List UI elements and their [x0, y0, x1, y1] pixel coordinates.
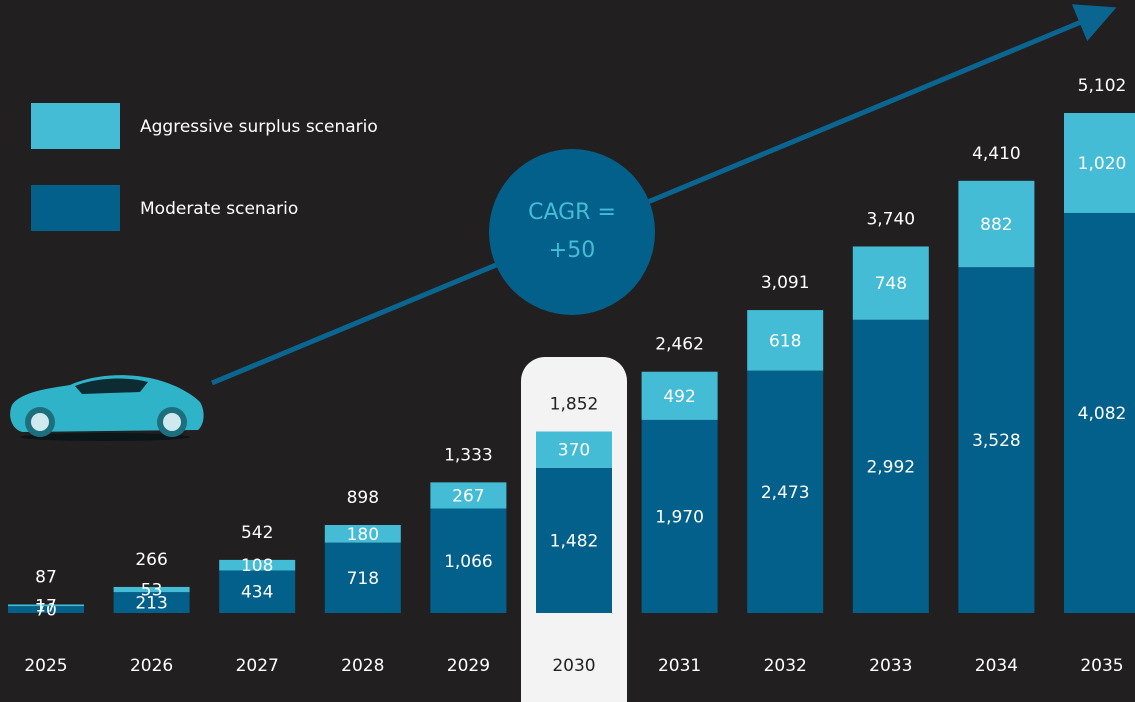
x-tick-label: 2028 — [341, 656, 384, 676]
bar-segment — [958, 267, 1035, 613]
total-label: 1,852 — [550, 395, 599, 415]
value-label: 53 — [141, 581, 163, 601]
bar-segment — [536, 431, 612, 468]
bar-segment — [324, 524, 401, 543]
value-label: 17 — [35, 596, 57, 616]
value-label: 492 — [663, 387, 695, 407]
bar-segment — [958, 180, 1035, 268]
bar-segment — [1064, 113, 1135, 213]
annotation-line: +50 — [549, 238, 595, 263]
bar-segment — [641, 419, 718, 613]
x-tick-label: 2030 — [552, 656, 595, 676]
value-label: 2,473 — [761, 483, 810, 503]
bars: 7017872025213532662026434108542202771818… — [8, 76, 1135, 676]
x-tick-label: 2025 — [24, 656, 67, 676]
value-label: 370 — [558, 441, 590, 461]
legend-swatch — [31, 103, 120, 149]
value-label: 4,082 — [1078, 404, 1127, 424]
bar-segment — [536, 467, 612, 613]
x-tick-label: 2035 — [1080, 656, 1123, 676]
x-tick-label: 2033 — [869, 656, 912, 676]
value-label: 213 — [135, 594, 167, 614]
x-tick-label: 2034 — [975, 656, 1018, 676]
value-label: 1,482 — [550, 531, 599, 551]
bar-segment — [219, 570, 296, 613]
trend-arrow — [211, 4, 1117, 386]
annotation-line: CAGR = — [528, 200, 616, 225]
total-label: 5,102 — [1078, 76, 1127, 96]
value-label: 1,020 — [1078, 154, 1127, 174]
x-tick-label: 2027 — [236, 656, 279, 676]
value-label: 1,066 — [444, 552, 493, 572]
value-label: 718 — [347, 569, 379, 589]
total-label: 4,410 — [972, 144, 1021, 164]
x-tick-label: 2026 — [130, 656, 173, 676]
total-label: 266 — [135, 550, 167, 570]
bar-segment — [219, 559, 296, 571]
value-label: 180 — [347, 525, 379, 545]
total-label: 87 — [35, 567, 57, 587]
bar-segment — [8, 604, 84, 607]
bar-segment — [324, 542, 401, 613]
bar-segment — [1064, 212, 1135, 613]
bar-segment — [641, 371, 718, 420]
value-label: 618 — [769, 331, 801, 351]
legend-label: Moderate scenario — [140, 199, 298, 219]
x-tick-label: 2031 — [658, 656, 701, 676]
value-label: 1,970 — [655, 507, 704, 527]
value-label: 3,528 — [972, 431, 1021, 451]
value-label: 882 — [980, 215, 1012, 235]
bar-segment — [8, 606, 84, 613]
cagr-circle — [489, 149, 655, 315]
x-tick-label: 2032 — [764, 656, 807, 676]
total-label: 2,462 — [655, 335, 704, 355]
value-label: 2,992 — [866, 457, 915, 477]
total-label: 3,091 — [761, 273, 810, 293]
total-label: 1,333 — [444, 445, 493, 465]
bar-segment — [852, 319, 929, 613]
total-label: 3,740 — [866, 209, 915, 229]
x-tick-label: 2029 — [447, 656, 490, 676]
bar-segment — [747, 370, 824, 613]
bar-segment — [747, 310, 824, 371]
bar-segment — [430, 482, 507, 509]
value-label: 748 — [875, 274, 907, 294]
car-icon — [10, 375, 204, 441]
total-label: 542 — [241, 523, 273, 543]
legend-swatch — [31, 185, 120, 231]
bar-segment — [113, 592, 190, 613]
bar-segment — [430, 508, 507, 613]
value-label: 434 — [241, 583, 273, 603]
bar-segment — [113, 586, 190, 593]
value-label: 108 — [241, 556, 273, 576]
total-label: 898 — [347, 488, 379, 508]
value-label: 267 — [452, 486, 484, 506]
legend-label: Aggressive surplus scenario — [140, 117, 378, 137]
bar-segment — [852, 246, 929, 320]
